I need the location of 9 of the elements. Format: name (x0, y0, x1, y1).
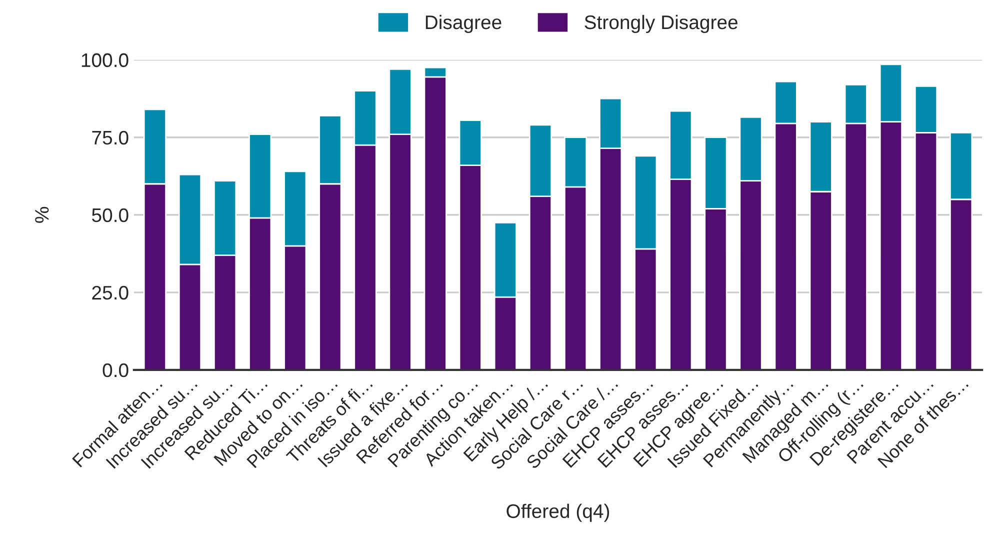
y-tick-label: 50.0 (92, 208, 128, 222)
y-axis-title: % (35, 206, 49, 223)
legend-label: Disagree (426, 14, 502, 34)
legend-label: Strongly Disagree (584, 14, 738, 34)
y-tick-label: 75.0 (92, 130, 128, 145)
y-tick-label: 0.0 (102, 363, 128, 378)
y-tick-label: 25.0 (92, 286, 128, 300)
x-axis-title: Offered (q4) (506, 504, 610, 522)
y-tick-label: 100.0 (82, 53, 128, 68)
